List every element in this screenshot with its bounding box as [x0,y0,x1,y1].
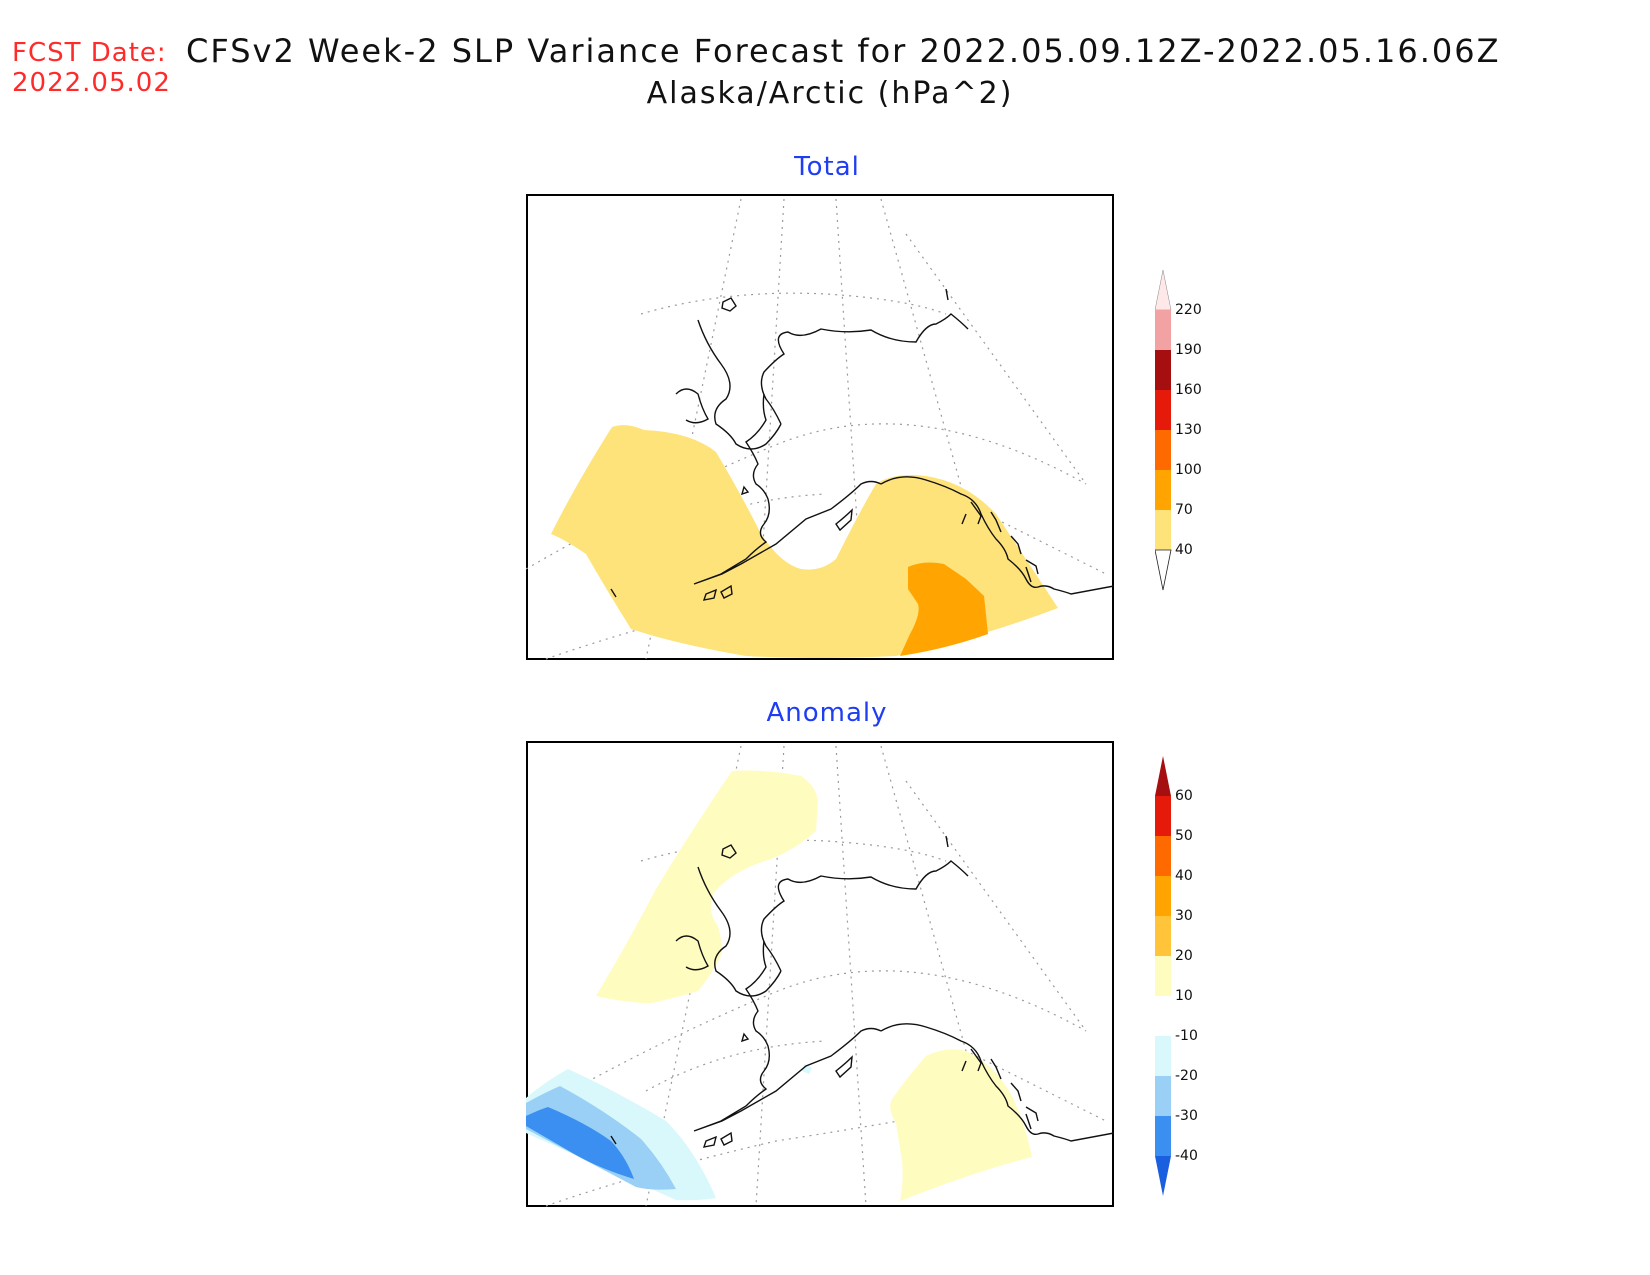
total-colorbar-swatch-190-220 [1155,310,1171,350]
total-panel-title: Total [794,152,860,182]
anomaly-colorbar-swatch-neutral [1155,996,1171,1036]
anomaly-colorbar-label-minus30: -30 [1175,1108,1198,1124]
anomaly-colorbar-label-10: 10 [1175,988,1193,1004]
total-colorbar-swatch-130-160 [1155,390,1171,430]
anomaly-colorbar-bottom-triangle [1155,1156,1171,1196]
anomaly-colorbar-label-50: 50 [1175,828,1193,844]
anomaly-colorbar-label-60: 60 [1175,788,1193,804]
page-subtitle: Alaska/Arctic (hPa^2) [646,76,1014,111]
anomaly-colorbar-swatch-30-40 [1155,876,1171,916]
total-colorbar-swatch-70-100 [1155,470,1171,510]
anomaly-colorbar-swatch-50-60 [1155,796,1171,836]
anomaly-colorbar-swatch-40-50 [1155,836,1171,876]
anomaly-colorbar: 60 50 40 30 20 10 -10 -20 -30 -40 [1155,756,1198,1196]
anomaly-region-positive-west [596,770,818,1003]
anomaly-colorbar-swatch-minus30-minus40 [1155,1116,1171,1156]
anomaly-map [526,741,1114,1207]
anomaly-colorbar-swatch-minus10-minus20 [1155,1036,1171,1076]
total-map [526,194,1114,660]
anomaly-colorbar-label-20: 20 [1175,948,1193,964]
total-colorbar-label-40: 40 [1175,542,1193,558]
total-colorbar-label-160: 160 [1175,382,1202,398]
forecast-date-label: FCST Date: [12,38,167,68]
anomaly-colorbar-label-minus10: -10 [1175,1028,1198,1044]
anomaly-panel-title: Anomaly [766,698,888,728]
total-colorbar-swatch-100-130 [1155,430,1171,470]
anomaly-colorbar-swatch-20-30 [1155,916,1171,956]
anomaly-colorbar-label-minus20: -20 [1175,1068,1198,1084]
anomaly-colorbar-label-30: 30 [1175,908,1193,924]
total-colorbar-label-70: 70 [1175,502,1193,518]
total-colorbar-label-130: 130 [1175,422,1202,438]
anomaly-colorbar-top-triangle [1155,756,1171,796]
forecast-date-value: 2022.05.02 [12,68,171,98]
total-colorbar-label-100: 100 [1175,462,1202,478]
anomaly-colorbar-swatch-minus20-minus30 [1155,1076,1171,1116]
page-title: CFSv2 Week-2 SLP Variance Forecast for 2… [186,32,1501,70]
anomaly-region-minus-30 [526,1107,634,1179]
total-colorbar-swatch-160-190 [1155,350,1171,390]
total-region-100-130 [900,562,988,656]
anomaly-colorbar-label-40: 40 [1175,868,1193,884]
total-colorbar-label-220: 220 [1175,302,1202,318]
total-colorbar-top-triangle [1155,269,1172,311]
total-colorbar-bottom-triangle [1155,549,1172,591]
total-colorbar-label-190: 190 [1175,342,1202,358]
total-colorbar: 220 190 160 130 100 70 40 [1155,269,1202,591]
total-coastline [610,288,1114,601]
anomaly-colorbar-label-minus40: -40 [1175,1148,1198,1164]
anomaly-coastline [610,835,1114,1148]
total-colorbar-swatch-40-70 [1155,510,1171,550]
anomaly-colorbar-swatch-10-20 [1155,956,1171,996]
